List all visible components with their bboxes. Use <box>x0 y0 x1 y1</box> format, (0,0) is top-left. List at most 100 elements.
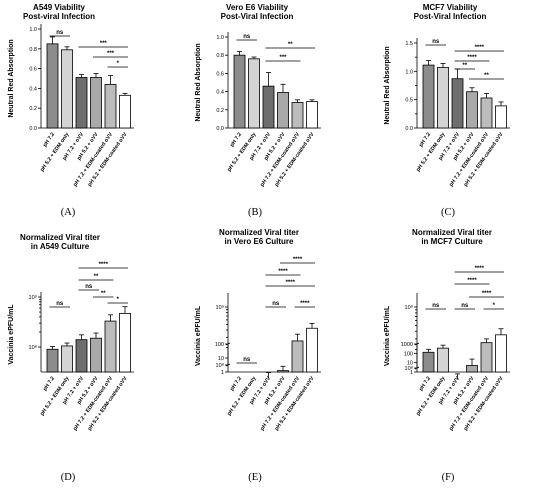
significance-label: * <box>117 61 120 67</box>
panel-title: A549 Viability <box>33 3 85 12</box>
significance-label: *** <box>279 55 287 61</box>
y-tick-label: 10⁸ <box>29 344 37 351</box>
significance-label: **** <box>293 257 303 263</box>
bar-5 <box>480 97 493 129</box>
significance-label: * <box>493 303 496 309</box>
bar-5 <box>480 342 493 373</box>
bar-2 <box>61 345 73 373</box>
y-axis-label: Neutral Red Absorption <box>384 46 391 124</box>
y-tick-label: 1 <box>410 370 413 376</box>
significance-label: ns <box>243 357 251 363</box>
y-axis-label: Vaccinia ePFU/mL <box>195 305 202 366</box>
panel-label: (E) <box>248 472 262 483</box>
y-tick-label: 10⁹ <box>216 304 224 311</box>
y-axis-label: Vaccinia ePFU/mL <box>384 305 391 366</box>
panel-title: Normalized Viral titer <box>412 228 492 237</box>
y-tick-label: 1.0 <box>216 35 224 41</box>
significance-label: ns <box>461 303 469 309</box>
panel-title: Post-viral Infection <box>23 12 95 21</box>
bar-6 <box>495 334 507 373</box>
significance-label: ns <box>272 301 280 307</box>
y-tick-label: 10⁹ <box>29 294 37 301</box>
panel-label: (C) <box>441 207 456 218</box>
significance-label: **** <box>475 45 485 51</box>
y-tick-label: 0.2 <box>29 106 37 112</box>
panel-label: (B) <box>248 207 263 218</box>
x-tick-label: pH 7.2 <box>418 376 432 393</box>
significance-label: ** <box>94 274 99 280</box>
bar-4 <box>466 365 478 373</box>
y-axis-label: Neutral Red Absorption <box>8 39 15 117</box>
y-tick-label: 0.8 <box>29 47 37 53</box>
x-tick-label: pH 7.2 <box>42 132 56 149</box>
panel-label: (F) <box>442 472 455 483</box>
significance-label: *** <box>100 41 108 47</box>
y-tick-label: 1.0 <box>29 27 37 33</box>
y-tick-label: 0.4 <box>29 86 37 92</box>
x-tick-label: pH 7.2 <box>42 376 56 393</box>
y-tick-label: 10 <box>218 356 224 362</box>
bar-6 <box>306 327 318 373</box>
panel-label: (D) <box>61 472 76 483</box>
bar-1 <box>233 54 246 129</box>
significance-label: **** <box>467 55 477 61</box>
significance-label: ns <box>85 284 93 290</box>
significance-label: * <box>117 297 120 303</box>
bar-3 <box>451 78 464 129</box>
bar-2 <box>248 58 260 129</box>
bar-6 <box>119 312 131 373</box>
y-tick-label: 0.0 <box>29 126 37 132</box>
bar-2 <box>437 66 449 129</box>
significance-label: **** <box>467 278 477 284</box>
significance-label: ns <box>56 301 64 307</box>
y-tick-label: 1.0 <box>405 69 413 75</box>
significance-label: ** <box>288 42 293 48</box>
bar-4 <box>466 91 478 129</box>
bar-5 <box>104 320 117 373</box>
bar-6 <box>495 105 507 129</box>
panel-title: Normalized Viral titer <box>20 233 100 242</box>
panel-title: in Vero E6 Culture <box>225 237 294 246</box>
y-tick-label: 1 <box>221 370 224 376</box>
bar-5 <box>104 84 117 129</box>
y-tick-label: 0.0 <box>216 126 224 132</box>
bar-2 <box>61 49 73 129</box>
y-tick-label: 10⁸ <box>405 365 413 372</box>
y-axis-label: Vaccinia ePFU/mL <box>8 304 15 365</box>
x-tick-label: pH 7.2 <box>418 132 432 149</box>
bar-3 <box>75 77 88 129</box>
panel-title: MCF7 Viability <box>423 3 478 12</box>
significance-label: **** <box>482 291 492 297</box>
y-tick-label: 100 <box>404 351 413 357</box>
panel-title: in MCF7 Culture <box>421 237 483 246</box>
significance-label: ns <box>432 39 440 45</box>
bar-2 <box>437 347 449 373</box>
bar-5 <box>291 340 304 373</box>
y-tick-label: 100 <box>215 342 224 348</box>
bar-1 <box>46 43 59 129</box>
significance-label: ** <box>484 73 489 79</box>
y-tick-label: 10⁸ <box>216 362 224 369</box>
y-tick-label: 10 <box>407 361 413 367</box>
significance-label: *** <box>107 51 115 57</box>
significance-label: **** <box>475 266 485 272</box>
y-tick-label: 1000 <box>401 342 413 348</box>
bar-3 <box>262 85 275 129</box>
bar-3 <box>75 339 88 373</box>
y-tick-label: 0.6 <box>29 67 37 73</box>
significance-label: ** <box>101 291 106 297</box>
significance-label: ns <box>56 30 64 36</box>
bar-4 <box>90 77 102 129</box>
y-tick-label: 0.6 <box>216 71 224 77</box>
y-tick-label: 0.5 <box>405 98 413 104</box>
panel-title: Normalized Viral titer <box>219 228 299 237</box>
significance-label: **** <box>300 301 310 307</box>
bar-4 <box>90 337 102 373</box>
panel-title: Vero E6 Viability <box>226 3 289 12</box>
panel-title: Post-Viral Infection <box>414 12 487 21</box>
y-tick-label: 0.4 <box>216 90 224 96</box>
significance-label: ns <box>243 34 251 40</box>
significance-label: ** <box>462 63 467 69</box>
significance-label: ns <box>432 303 440 309</box>
